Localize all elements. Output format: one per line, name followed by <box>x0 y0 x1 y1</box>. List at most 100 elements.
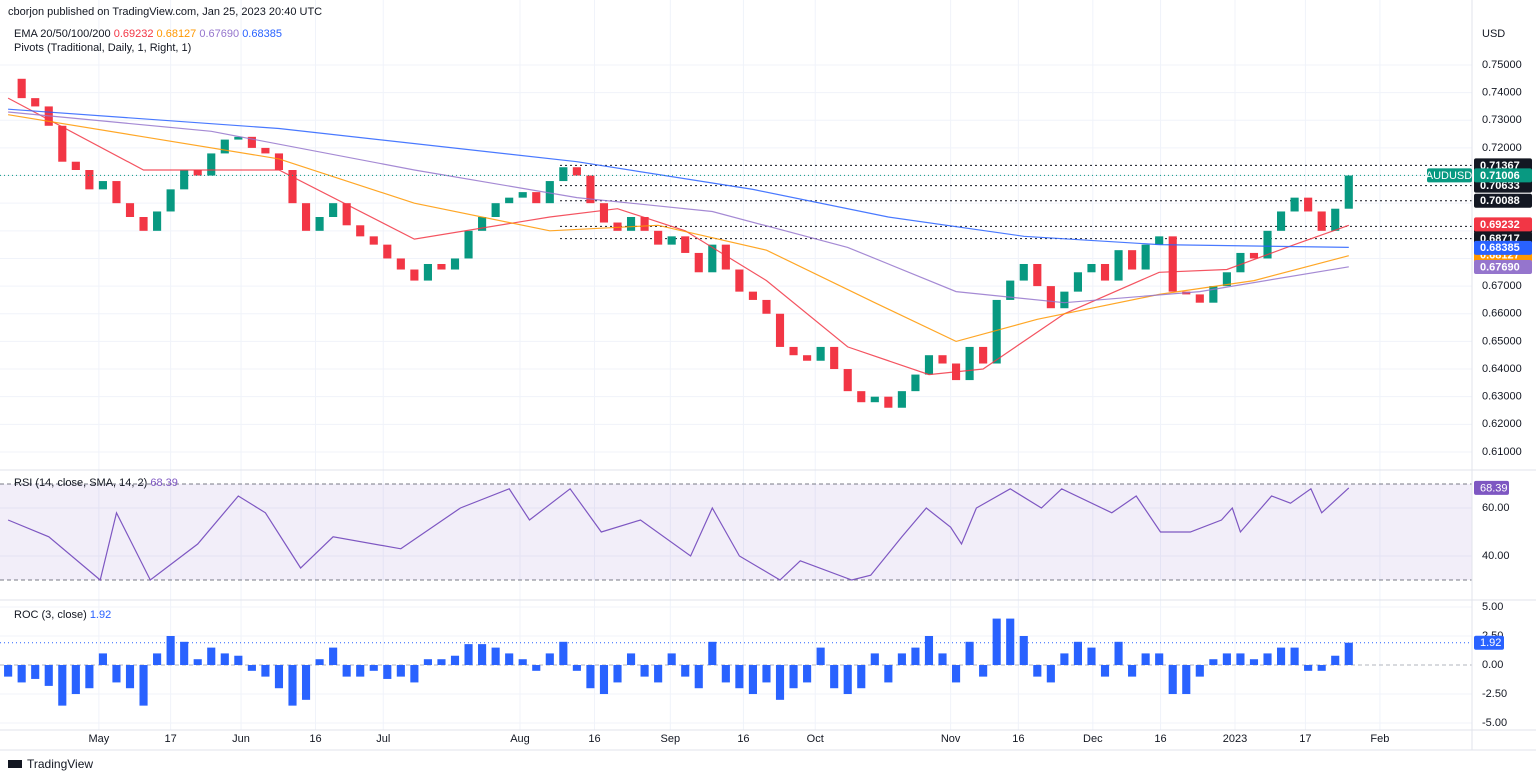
x-tick-label: 16 <box>1012 733 1024 745</box>
candle-body <box>261 147 270 154</box>
candle-body <box>410 269 419 281</box>
roc-bar <box>938 653 947 666</box>
roc-bar <box>870 653 879 666</box>
roc-bar <box>301 665 311 700</box>
price-tag-label: 0.70088 <box>1480 195 1520 207</box>
candle-body <box>58 125 67 162</box>
candle-body <box>938 355 947 364</box>
roc-bar <box>139 665 148 706</box>
x-tick-label: Oct <box>807 733 824 745</box>
y-tick-label: 5.00 <box>1482 601 1503 613</box>
candle-body <box>288 170 297 204</box>
roc-bar <box>924 636 934 666</box>
roc-bar <box>667 653 676 666</box>
candle-body <box>640 216 649 231</box>
roc-bar <box>654 665 663 683</box>
symbol-label: AUDUSD <box>1426 170 1473 182</box>
roc-bar <box>559 641 568 666</box>
roc-bar <box>247 665 256 671</box>
candle-body <box>518 192 527 198</box>
x-tick-label: May <box>88 733 109 745</box>
candle-body <box>450 258 460 270</box>
roc-bar <box>4 665 13 677</box>
candle-body <box>1046 286 1055 309</box>
roc-bar <box>180 641 189 666</box>
candle-body <box>965 346 974 381</box>
published-info: cborjon published on TradingView.com, Ja… <box>8 6 322 18</box>
candle-body <box>613 222 622 231</box>
candle-body <box>315 216 324 231</box>
roc-bar <box>830 665 839 689</box>
roc-bar <box>261 665 270 677</box>
roc-bar <box>437 659 446 666</box>
candle-body <box>532 192 541 204</box>
candle-body <box>1006 280 1015 300</box>
roc-bar <box>1006 618 1015 666</box>
rsi-line <box>7 487 1350 582</box>
candle-body <box>1141 244 1150 270</box>
candle-body <box>979 346 988 364</box>
candle-body <box>139 216 148 231</box>
candle-body <box>166 189 175 212</box>
ema-line <box>8 108 1349 248</box>
roc-bar <box>613 665 622 683</box>
candle-body <box>748 291 757 300</box>
candle-body <box>1249 252 1259 259</box>
roc-bar <box>193 659 202 666</box>
y-tick-label: 0.72000 <box>1482 142 1522 154</box>
roc-bar <box>1263 653 1272 666</box>
candle-body <box>559 167 568 182</box>
roc-bar <box>748 665 757 695</box>
roc-bar <box>775 665 785 700</box>
roc-bar <box>410 665 419 683</box>
price-tag-label: 0.67690 <box>1480 261 1520 273</box>
candle-body <box>599 203 609 223</box>
candle-body <box>1236 252 1245 273</box>
candle-body <box>1209 286 1218 303</box>
roc-bar <box>1290 647 1299 666</box>
roc-bar <box>762 665 771 683</box>
price-tag-label: 0.70633 <box>1480 180 1520 192</box>
candle-body <box>193 170 202 176</box>
roc-bar <box>505 653 514 666</box>
candle-body <box>992 299 1001 364</box>
roc-bar <box>884 665 893 683</box>
roc-bar <box>1033 665 1042 677</box>
candle-body <box>220 139 229 154</box>
logo-icon <box>8 760 22 768</box>
roc-bar <box>1182 665 1191 695</box>
roc-bar <box>220 653 229 666</box>
ema-value: 0.68127 <box>157 28 197 40</box>
roc-bar <box>1236 653 1245 666</box>
roc-bar <box>274 665 284 689</box>
candle-body <box>667 236 676 245</box>
candle-body <box>478 216 487 231</box>
candle-body <box>721 244 730 270</box>
roc-bar <box>1019 636 1028 666</box>
roc-bar <box>1344 642 1353 666</box>
y-tick-label: -5.00 <box>1482 717 1507 729</box>
rsi-tag <box>1474 480 1509 495</box>
roc-bar <box>532 665 541 671</box>
candle-body <box>924 355 934 375</box>
y-tick-label: 0.66000 <box>1482 308 1522 320</box>
candle-body <box>1060 291 1069 309</box>
candle-body <box>1276 211 1286 231</box>
candle-body <box>572 167 581 176</box>
ema-legend: EMA 20/50/100/200 0.69232 0.68127 0.6769… <box>14 28 282 40</box>
candle-body <box>1128 250 1137 270</box>
price-tag-label: 0.68385 <box>1480 242 1520 254</box>
candle-body <box>329 203 338 217</box>
roc-bar <box>518 659 527 666</box>
y-tick-label: 60.00 <box>1482 502 1510 514</box>
roc-bar <box>491 647 500 666</box>
candle-body <box>789 346 798 356</box>
x-tick-label: Aug <box>510 733 530 745</box>
candle-body <box>545 181 554 204</box>
y-tick-label: 0.00 <box>1482 659 1503 671</box>
roc-bar <box>112 665 121 683</box>
roc-tag <box>1474 635 1504 650</box>
candle-body <box>1344 175 1353 209</box>
roc-value: 1.92 <box>90 609 111 621</box>
candle-body <box>1195 294 1204 303</box>
